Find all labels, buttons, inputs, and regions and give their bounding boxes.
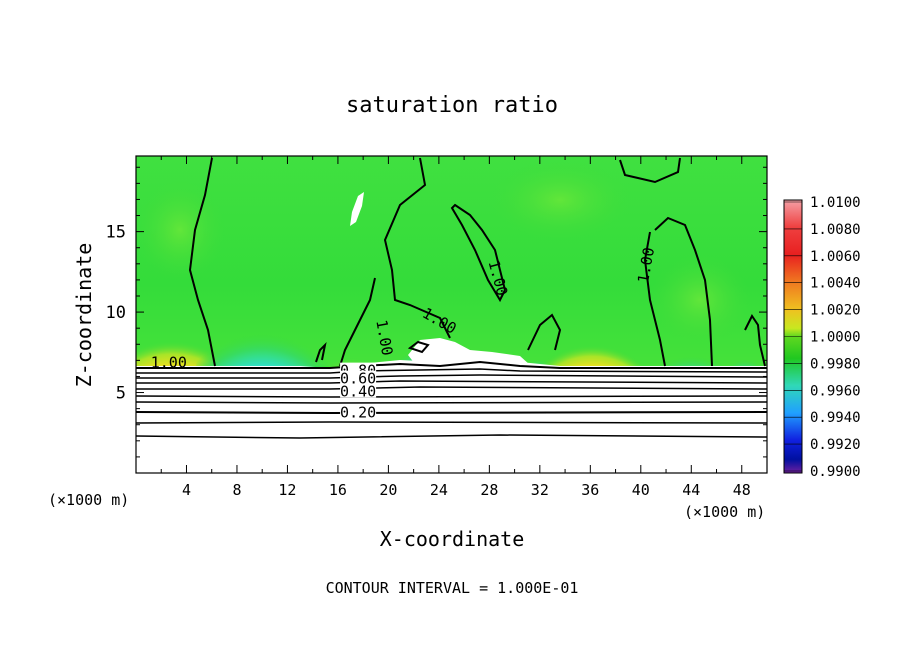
contour-label-text: 1.00 (151, 354, 187, 372)
contour-lines-lower (136, 360, 767, 439)
field-streak (490, 160, 630, 240)
contour-label: 0.60 (340, 370, 376, 388)
contour-label-bg (340, 383, 377, 398)
field-streak (136, 180, 225, 280)
contour-label-bg (340, 370, 377, 385)
contour-label-text: 1.00 (372, 318, 396, 357)
contour-label-text: 0.60 (340, 370, 376, 388)
chart-title: saturation ratio (346, 93, 558, 118)
x-tick-label: 12 (278, 481, 296, 499)
contour-label: 0.40 (340, 383, 376, 401)
colorbar-label: 1.0100 (810, 195, 861, 211)
colorbar-label: 1.0060 (810, 249, 861, 265)
x-axis-label: X-coordinate (380, 527, 525, 551)
colorbar-label: 1.0020 (810, 303, 861, 319)
contour-label: 1.00 (372, 318, 396, 357)
contour-label: 1.00 (151, 354, 187, 372)
contour-interval-note: CONTOUR INTERVAL = 1.000E-01 (326, 579, 579, 597)
x-tick-label: 8 (232, 481, 241, 499)
colorbar-label: 0.9920 (810, 437, 861, 453)
y-axis-ticks: 5 10 15 (106, 166, 767, 458)
x-tick-label: 48 (733, 481, 751, 499)
cloud-patch (350, 192, 364, 226)
colorbar-label: 0.9960 (810, 383, 861, 399)
field-lower-white (136, 358, 767, 473)
x-tick-label: 40 (632, 481, 650, 499)
x-unit-left: (×1000 m) (48, 491, 129, 509)
contour-label-text: 0.40 (340, 383, 376, 401)
x-tick-label: 28 (480, 481, 498, 499)
x-tick-label: 16 (329, 481, 347, 499)
colorbar-label: 1.0040 (810, 276, 861, 292)
colorbar-label: 0.9980 (810, 356, 861, 372)
contour-label: 1.00 (634, 246, 658, 285)
y-tick-label: 15 (106, 223, 126, 243)
plot-frame (135, 155, 768, 474)
contour-lines-upper (188, 157, 766, 367)
contour-label: 0.20 (340, 403, 376, 421)
contour-label-text: 1.00 (634, 246, 658, 285)
x-unit-right: (×1000 m) (684, 503, 765, 521)
y-tick-label: 10 (106, 303, 126, 323)
colorbar-label: 1.0080 (810, 222, 861, 238)
field-streak (650, 255, 750, 345)
colorbar-label: 1.0000 (810, 330, 861, 346)
y-axis-label: Z-coordinate (72, 243, 96, 388)
colorbar-label: 0.9900 (810, 464, 861, 480)
x-tick-label: 4 (182, 481, 191, 499)
contour-label-bg (340, 404, 377, 419)
x-tick-label: 24 (430, 481, 448, 499)
contour-label-text: 0.20 (340, 403, 376, 421)
colorbar-label: 0.9940 (810, 410, 861, 426)
x-tick-label: 44 (682, 481, 700, 499)
plot-area: 1.00 0.800.600.400.201.00 1.001.00 1.00 (136, 156, 767, 473)
x-tick-label: 20 (379, 481, 397, 499)
colorbar: 1.0100 1.0080 1.0060 1.0040 1.0020 1.0000 0.99… (783, 195, 861, 480)
x-tick-label: 32 (531, 481, 549, 499)
y-tick-label: 5 (116, 384, 126, 404)
x-axis-ticks: 4 8 12 16 20 24 28 32 36 40 44 48 (160, 156, 751, 499)
x-tick-label: 36 (581, 481, 599, 499)
